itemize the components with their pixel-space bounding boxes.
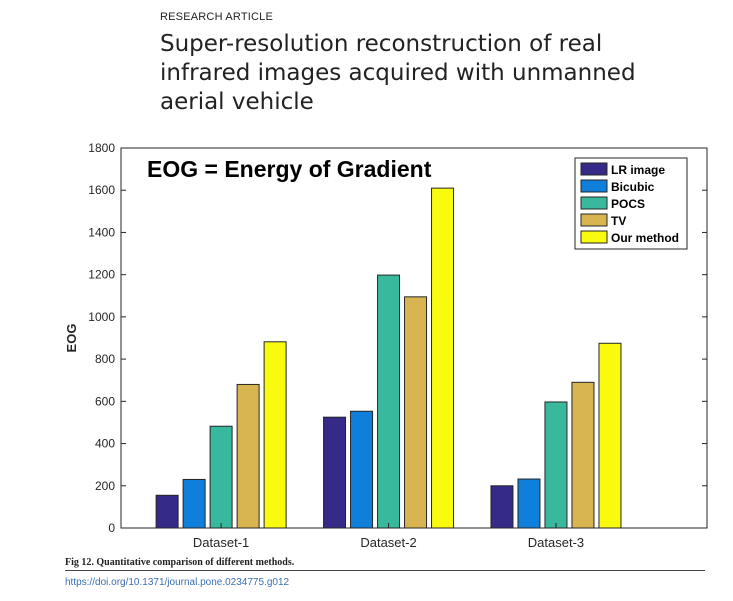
y-tick-label: 800 bbox=[95, 352, 115, 366]
bar-pocs bbox=[377, 274, 401, 529]
y-tick-label: 600 bbox=[95, 394, 115, 408]
bar-our-method bbox=[431, 187, 455, 529]
legend-swatch bbox=[580, 230, 608, 244]
bar-tv bbox=[236, 383, 260, 529]
doi-link[interactable]: https://doi.org/10.1371/journal.pone.023… bbox=[65, 577, 290, 588]
legend-label: LR image bbox=[611, 163, 665, 177]
bar-tv bbox=[571, 381, 595, 529]
y-tick-label: 1200 bbox=[88, 268, 115, 282]
article-title: Super-resolution reconstruction of real … bbox=[160, 31, 636, 115]
bar-tv bbox=[404, 296, 428, 529]
bar-lr-image bbox=[155, 494, 179, 529]
caption-divider bbox=[65, 570, 705, 571]
y-tick-label: 400 bbox=[95, 437, 115, 451]
legend-label: Our method bbox=[611, 231, 679, 245]
x-tick-label: Dataset-2 bbox=[360, 535, 416, 550]
legend-label: Bicubic bbox=[611, 180, 655, 194]
y-tick-label: 1800 bbox=[88, 141, 115, 155]
bar-pocs bbox=[209, 425, 233, 529]
bar-bicubic bbox=[350, 410, 374, 529]
bar-bicubic bbox=[182, 478, 206, 529]
y-tick-label: 1400 bbox=[88, 225, 115, 239]
y-tick-label: 200 bbox=[95, 479, 115, 493]
article-type-label: RESEARCH ARTICLE bbox=[160, 11, 274, 23]
chart-annotation: EOG = Energy of Gradient bbox=[147, 156, 432, 182]
legend-swatch bbox=[580, 213, 608, 227]
bar-lr-image bbox=[490, 485, 514, 529]
y-tick-label: 1600 bbox=[88, 183, 115, 197]
x-tick-label: Dataset-3 bbox=[528, 535, 584, 550]
x-tick-label: Dataset-1 bbox=[193, 535, 249, 550]
y-tick-label: 0 bbox=[108, 521, 115, 535]
y-axis-label: EOG bbox=[64, 324, 79, 353]
legend-swatch bbox=[580, 179, 608, 193]
y-tick-label: 1000 bbox=[88, 310, 115, 324]
legend-swatch bbox=[580, 196, 608, 210]
legend-label: TV bbox=[611, 214, 626, 228]
figure-caption: Fig 12. Quantitative comparison of diffe… bbox=[65, 557, 295, 568]
bar-bicubic bbox=[517, 478, 541, 529]
bar-our-method bbox=[263, 341, 287, 529]
legend-label: POCS bbox=[611, 197, 645, 211]
bar-pocs bbox=[544, 401, 568, 529]
bar-lr-image bbox=[323, 416, 347, 529]
bar-our-method bbox=[598, 342, 622, 529]
legend-swatch bbox=[580, 162, 608, 176]
